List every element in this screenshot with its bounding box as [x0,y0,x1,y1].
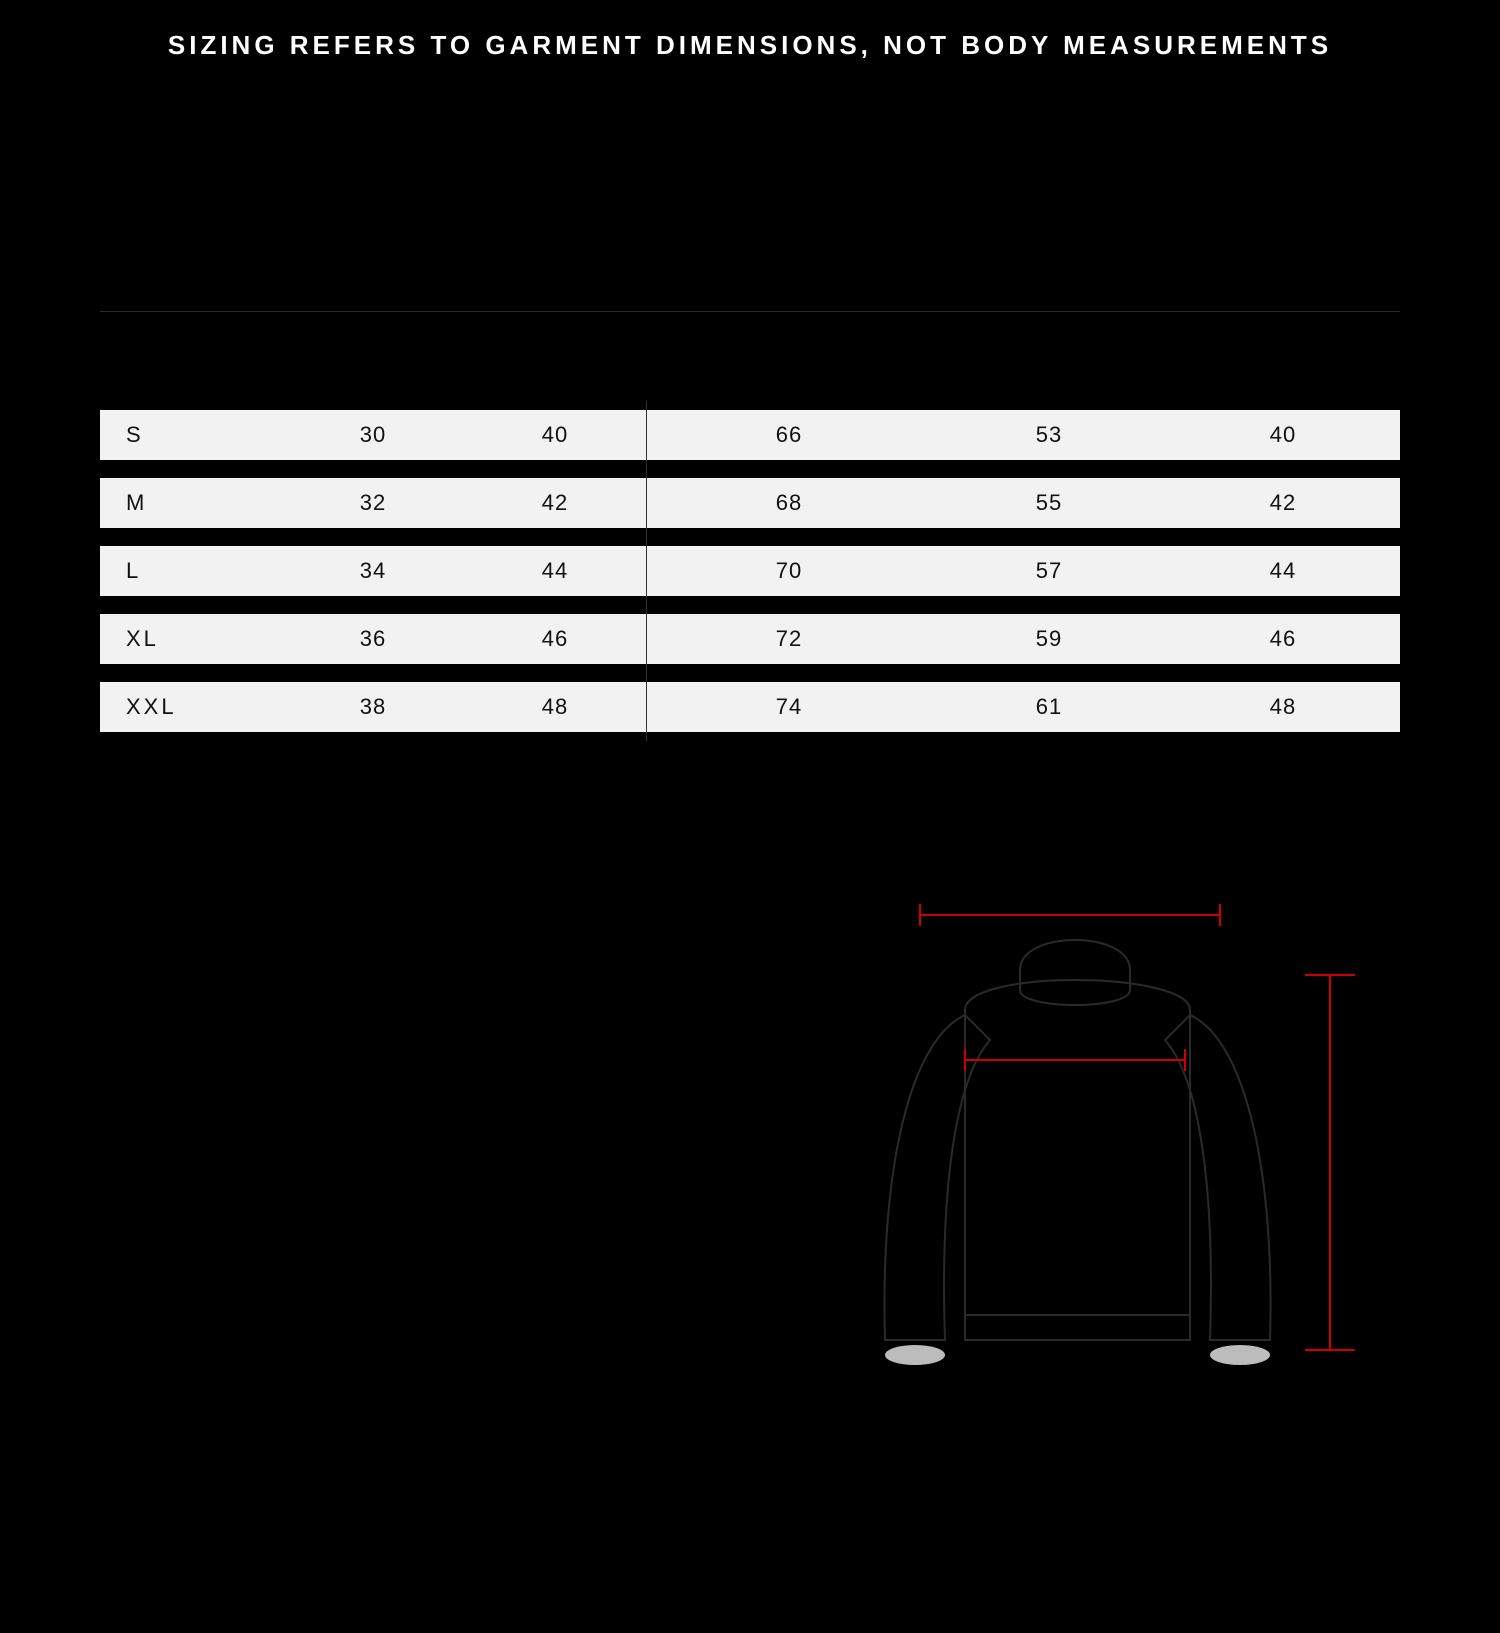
cell-value: 74 [646,682,932,732]
garment-outline [884,940,1270,1340]
cell-value: 48 [464,682,646,732]
cell-value: 32 [282,478,464,528]
measure-shoulder [920,904,1220,926]
cell-value: 53 [932,410,1166,460]
cell-value: 36 [282,614,464,664]
cell-value: 61 [932,682,1166,732]
cell-size: XXL [100,682,282,732]
cell-value: 46 [464,614,646,664]
table-row: M 32 42 68 55 42 [100,478,1400,528]
cell-value: 44 [464,546,646,596]
table-row: S 30 40 66 53 40 [100,410,1400,460]
cell-value: 59 [932,614,1166,664]
garment-diagram [0,870,1500,1430]
cell-value: 42 [464,478,646,528]
size-table-container: S 30 40 66 53 40 M 32 42 68 55 42 L [100,392,1400,750]
garment-cuffs [885,1345,1270,1365]
cell-value: 40 [464,410,646,460]
size-table: S 30 40 66 53 40 M 32 42 68 55 42 L [100,392,1400,750]
table-row: L 34 44 70 57 44 [100,546,1400,596]
cell-value: 44 [1166,546,1400,596]
cell-value: 46 [1166,614,1400,664]
cell-size: L [100,546,282,596]
table-row: XL 36 46 72 59 46 [100,614,1400,664]
cell-value: 48 [1166,682,1400,732]
cell-value: 30 [282,410,464,460]
measure-lines [920,904,1355,1350]
cell-value: 72 [646,614,932,664]
cell-value: 38 [282,682,464,732]
measure-length [1305,975,1355,1350]
measure-chest [965,1049,1185,1071]
cell-size: M [100,478,282,528]
cell-value: 40 [1166,410,1400,460]
page-heading: SIZING REFERS TO GARMENT DIMENSIONS, NOT… [0,30,1500,61]
cell-size: S [100,410,282,460]
cell-value: 42 [1166,478,1400,528]
size-guide-page: SIZING REFERS TO GARMENT DIMENSIONS, NOT… [0,0,1500,1633]
cell-value: 68 [646,478,932,528]
cell-size: XL [100,614,282,664]
garment-diagram-svg [790,870,1420,1430]
cell-value: 55 [932,478,1166,528]
table-row: XXL 38 48 74 61 48 [100,682,1400,732]
cell-value: 57 [932,546,1166,596]
cell-value: 66 [646,410,932,460]
cell-value: 70 [646,546,932,596]
cell-value: 34 [282,546,464,596]
section-divider [100,311,1400,312]
